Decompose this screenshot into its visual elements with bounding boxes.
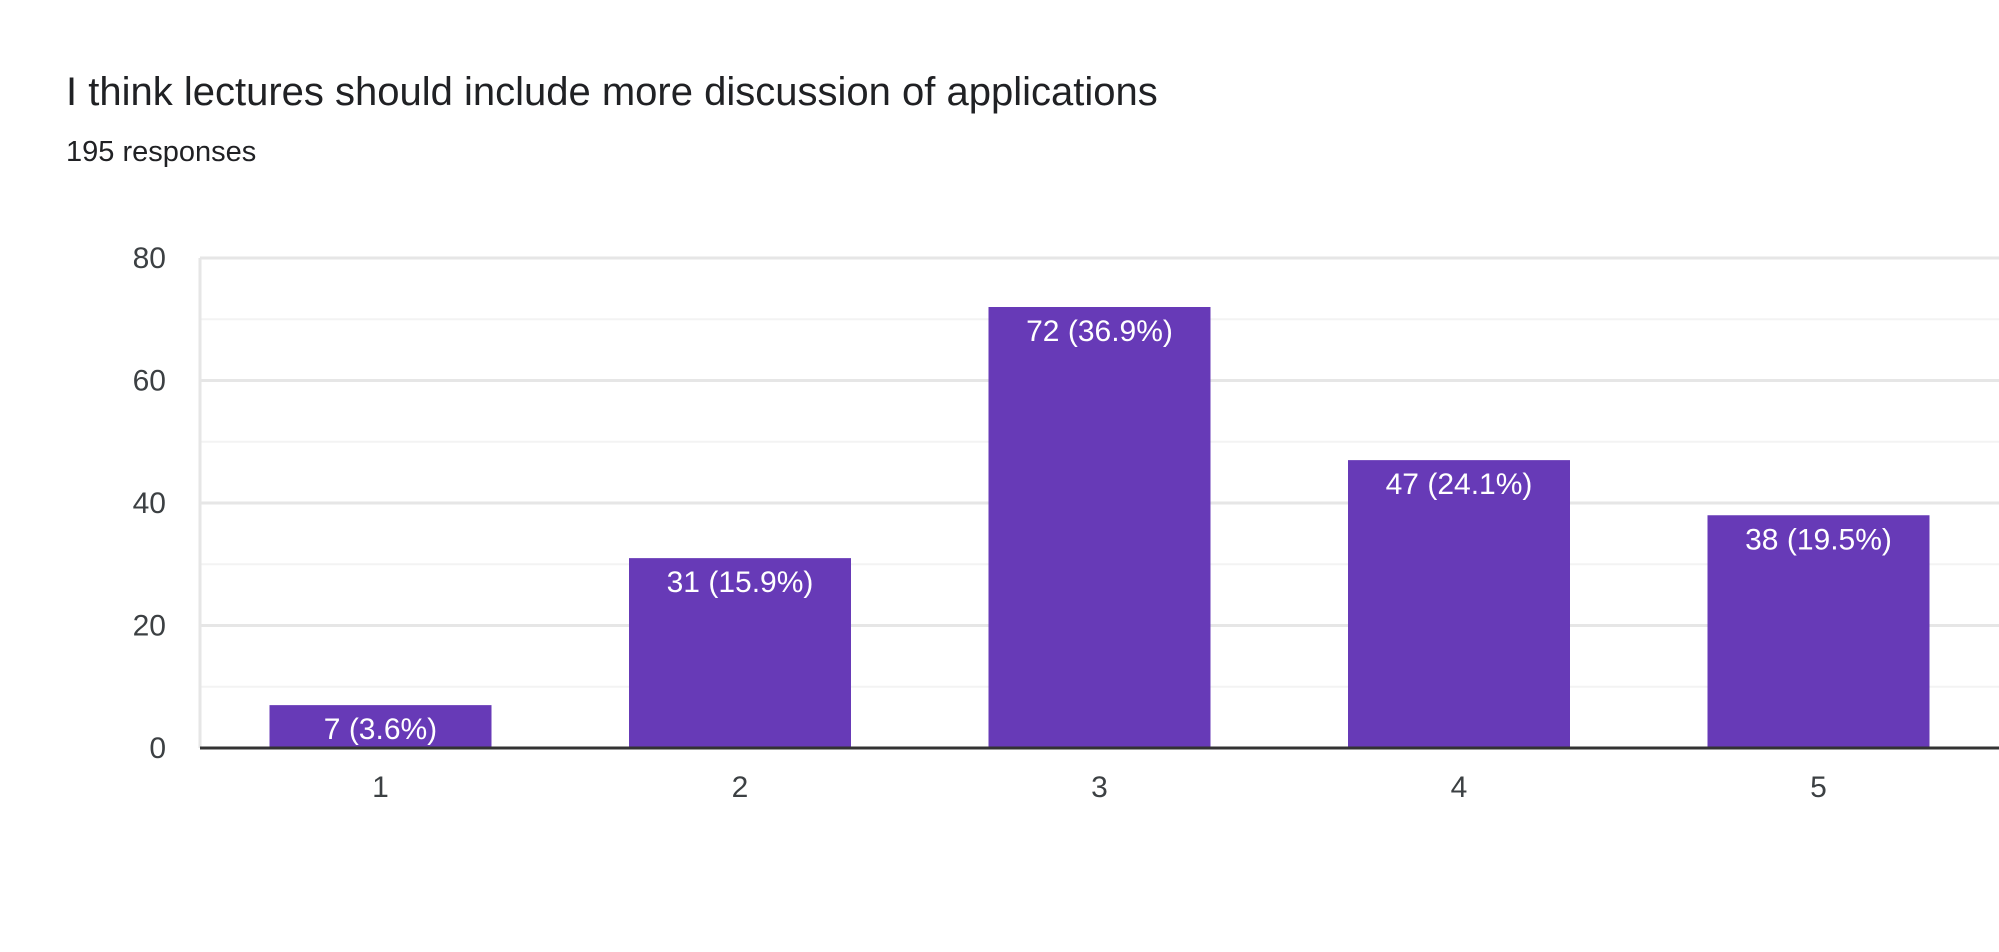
response-count: 195 responses	[66, 136, 257, 168]
bar	[1707, 515, 1930, 748]
x-tick-label: 2	[732, 771, 749, 804]
x-tick-label: 1	[372, 771, 389, 804]
bar	[988, 307, 1211, 748]
y-tick-label: 0	[149, 732, 166, 765]
y-tick-label: 20	[133, 610, 166, 643]
bar-data-label: 47 (24.1%)	[1386, 468, 1533, 501]
y-tick-label: 80	[133, 242, 166, 275]
y-axis-ticks: 0 20 40 60 80	[133, 242, 166, 765]
bar-data-label: 7 (3.6%)	[324, 713, 437, 746]
bar	[629, 558, 851, 748]
x-tick-label: 5	[1810, 771, 1827, 804]
y-tick-label: 60	[133, 365, 166, 398]
x-tick-label: 3	[1091, 771, 1108, 804]
x-tick-label: 4	[1451, 771, 1468, 804]
bar-data-label: 31 (15.9%)	[667, 566, 814, 599]
y-tick-label: 40	[133, 487, 166, 520]
chart-title: I think lectures should include more dis…	[66, 70, 1158, 114]
bars: 7 (3.6%) 31 (15.9%) 72 (36.9%) 47 (24.1%) 38…	[269, 307, 1930, 748]
bar	[1348, 460, 1570, 748]
bar-data-label: 72 (36.9%)	[1026, 315, 1173, 348]
bar	[269, 705, 492, 748]
bar-data-label: 38 (19.5%)	[1745, 523, 1892, 556]
x-axis-ticks: 1 2 3 4 5	[372, 771, 1827, 804]
